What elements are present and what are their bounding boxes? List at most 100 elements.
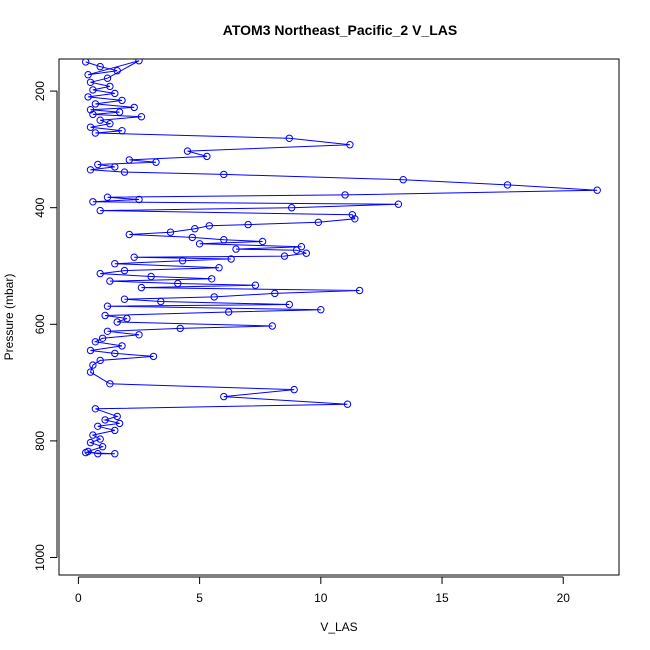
data-point [317, 306, 325, 314]
data-point [103, 193, 112, 201]
data-point [111, 450, 119, 458]
data-point [103, 302, 112, 310]
data-point [208, 275, 216, 283]
data-point [96, 356, 104, 365]
x-axis: 0 5 10 15 20 [75, 576, 571, 605]
data-point [84, 93, 92, 101]
data-point [101, 416, 109, 424]
data-point [103, 327, 112, 335]
data-point [268, 322, 276, 330]
data-point [251, 281, 260, 289]
data-point [120, 295, 129, 303]
data-point [292, 246, 301, 254]
data-point [96, 116, 104, 124]
data-point [118, 342, 126, 350]
data-point [91, 129, 100, 137]
data-point [191, 225, 199, 233]
data-point [120, 168, 129, 176]
x-tick-label: 0 [75, 591, 82, 605]
data-point [271, 289, 279, 298]
data-point [183, 147, 192, 155]
data-point [351, 215, 359, 223]
data-point [86, 346, 95, 355]
y-tick-label: 800 [33, 431, 47, 451]
data-point [113, 412, 121, 421]
data-point [96, 269, 104, 278]
data-point [111, 349, 119, 358]
data-point [120, 266, 129, 275]
data-point [314, 218, 323, 227]
data-point [118, 127, 126, 135]
data-point [89, 198, 97, 206]
data-point [152, 158, 160, 166]
data-point [111, 163, 119, 171]
data-point [101, 311, 109, 320]
data-point [195, 240, 204, 248]
data-point [96, 435, 104, 443]
y-tick-label: 200 [33, 81, 47, 101]
data-point [394, 200, 403, 208]
x-tick-label: 15 [435, 591, 449, 605]
data-point [258, 237, 267, 246]
data-point [135, 59, 143, 65]
y-axis-label: Pressure (mbar) [2, 274, 16, 361]
data-point [94, 160, 102, 169]
data-point [89, 431, 97, 439]
data-point [103, 74, 112, 82]
data-point [106, 380, 114, 388]
data-point [348, 211, 356, 219]
data-point [225, 308, 233, 316]
data-point [166, 228, 175, 236]
data-point [137, 113, 146, 121]
data-point [297, 243, 306, 251]
data-point [91, 405, 100, 413]
data-point [106, 82, 114, 91]
data-point [96, 206, 104, 215]
data-point [89, 86, 97, 94]
x-tick-label: 20 [557, 591, 571, 605]
data-point [86, 438, 95, 447]
data-point [285, 134, 293, 143]
data-point [135, 195, 143, 204]
data-point [285, 300, 293, 309]
data-point [86, 368, 95, 376]
data-point [288, 204, 296, 212]
data-point [98, 443, 107, 451]
data-point [203, 152, 211, 161]
data-point [111, 89, 119, 98]
data-point [115, 108, 124, 116]
data-point [130, 253, 138, 261]
data-point [188, 233, 197, 242]
data-point [205, 222, 214, 230]
data-point [147, 272, 155, 281]
data-point [111, 426, 119, 435]
data-point [125, 230, 134, 239]
data-point [137, 283, 146, 292]
data-point [178, 257, 187, 265]
data-point [82, 448, 90, 457]
data-point [113, 318, 121, 326]
data-point [343, 400, 352, 408]
data-point [89, 110, 97, 119]
data-point [227, 255, 235, 263]
data-point [215, 264, 223, 272]
data-point [118, 96, 126, 105]
data-point [399, 176, 407, 184]
data-point [503, 181, 512, 189]
data-point [355, 286, 364, 295]
data-point [346, 141, 354, 149]
data-point [593, 186, 601, 194]
data-point [130, 103, 138, 112]
series-line [85, 60, 598, 455]
data-point [157, 297, 165, 306]
data-point [302, 249, 310, 257]
x-axis-label: V_LAS [320, 620, 357, 634]
data-point [176, 324, 184, 333]
data-point [98, 334, 107, 342]
chart-title: ATOM3 Northeast_Pacific_2 V_LAS [223, 22, 457, 38]
data-point [94, 450, 102, 458]
data-point [232, 245, 240, 253]
data-point [220, 236, 228, 244]
data-point [174, 279, 182, 288]
